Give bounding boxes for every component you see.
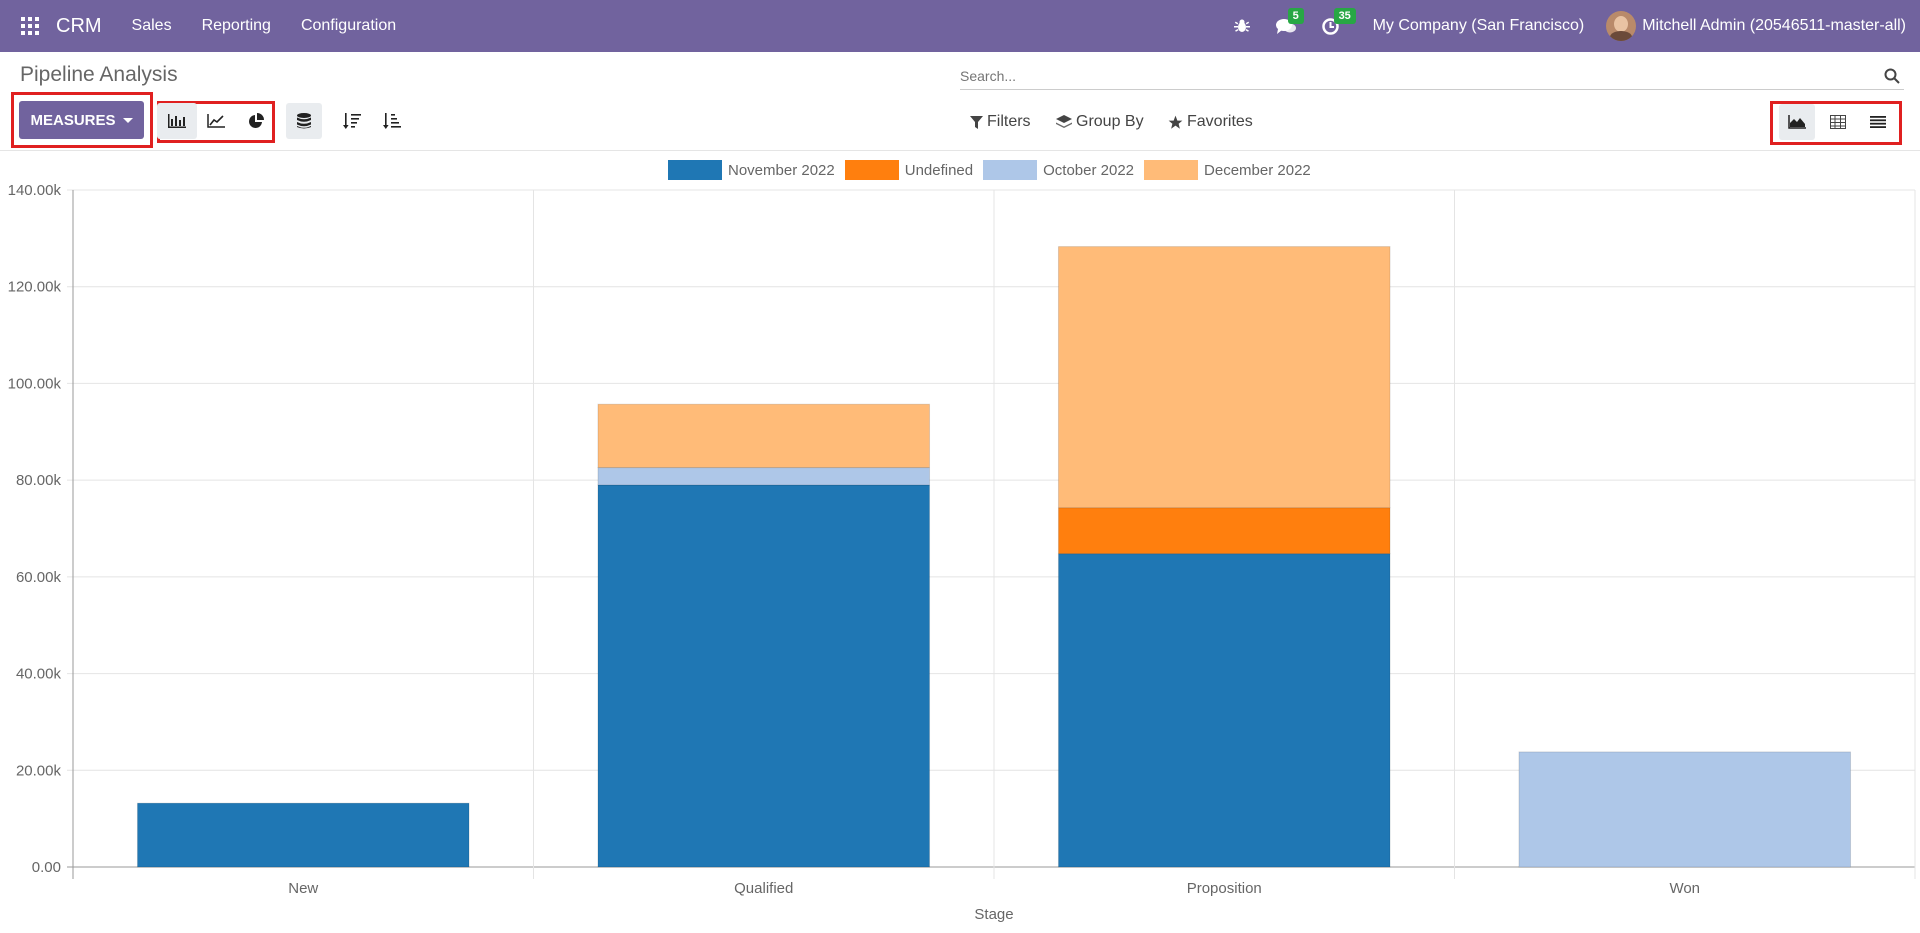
- user-name: Mitchell Admin (20546511-master-all): [1642, 17, 1906, 34]
- x-tick-label: Proposition: [1187, 880, 1262, 897]
- pie-chart-icon: [249, 113, 264, 128]
- stacked-toggle-button[interactable]: [286, 103, 322, 139]
- measures-button[interactable]: MEASURES: [19, 101, 144, 139]
- bar-segment: [597, 403, 931, 469]
- debug-bug-icon[interactable]: [1233, 18, 1250, 34]
- layers-icon: [1056, 114, 1072, 128]
- table-grid-icon: [1830, 115, 1846, 129]
- area-chart-icon: [1788, 115, 1806, 129]
- legend-label: December 2022: [1204, 161, 1311, 179]
- chart-legend: November 2022 Undefined October 2022 Decemb…: [668, 160, 1321, 180]
- line-chart-icon: [207, 114, 225, 128]
- bar-segment: [1518, 751, 1852, 868]
- y-tick-label: 0.00: [32, 859, 61, 876]
- groupby-toggle[interactable]: Group By: [1056, 110, 1144, 134]
- stacked-bar-chart: 0.00 20.00k 40.00k 60.00k 80.00k 100.00k 120.0…: [8, 182, 1916, 923]
- y-tick-label: 120.00k: [8, 279, 62, 296]
- filters-toggle[interactable]: Filters: [970, 110, 1031, 134]
- navbar-systray: 5 35 My Company (San Francisco) Mitchell…: [1233, 0, 1920, 52]
- y-tick-label: 60.00k: [16, 569, 62, 586]
- y-tick-label: 140.00k: [8, 182, 62, 199]
- messages-icon[interactable]: 5: [1275, 7, 1304, 35]
- bar-chart-button[interactable]: [157, 103, 197, 139]
- page-title: Pipeline Analysis: [20, 63, 178, 86]
- search-input[interactable]: [960, 67, 1880, 84]
- y-tick-label: 100.00k: [8, 375, 62, 392]
- view-switcher-highlight: [1770, 101, 1902, 145]
- y-tick-label: 80.00k: [16, 472, 62, 489]
- search-bar: [960, 62, 1904, 90]
- database-stack-icon: [297, 113, 311, 129]
- bar-segment: [1057, 507, 1391, 555]
- bar-segment: [1057, 246, 1391, 509]
- y-tick-label: 40.00k: [16, 666, 62, 683]
- company-switcher[interactable]: My Company (San Francisco): [1372, 17, 1585, 34]
- list-icon: [1870, 116, 1886, 128]
- pivot-view-button[interactable]: [1820, 104, 1856, 140]
- activities-badge: 35: [1333, 7, 1356, 24]
- menu-sales[interactable]: Sales: [131, 17, 172, 34]
- filter-icon: [970, 115, 983, 129]
- graph-view-button[interactable]: [1779, 104, 1815, 140]
- bar-segment: [1057, 553, 1391, 868]
- x-axis-label: Stage: [974, 906, 1013, 923]
- pie-chart-button[interactable]: [238, 103, 274, 139]
- sort-descending-button[interactable]: [334, 103, 370, 139]
- legend-item[interactable]: October 2022: [983, 160, 1134, 180]
- measures-label: MEASURES: [30, 111, 116, 129]
- x-tick-label: Won: [1669, 880, 1700, 897]
- activities-clock-icon[interactable]: 35: [1321, 7, 1356, 35]
- legend-swatch: [844, 160, 899, 180]
- control-panel-divider: [0, 150, 1920, 151]
- groupby-label: Group By: [1076, 113, 1144, 130]
- apps-menu-icon[interactable]: [0, 0, 60, 52]
- search-icon[interactable]: [1880, 64, 1904, 88]
- top-navbar: CRM Sales Reporting Configuration 5 35: [0, 0, 1920, 52]
- bar-chart-icon: [168, 114, 186, 128]
- caret-down-icon: [122, 117, 133, 123]
- star-icon: [1168, 115, 1183, 129]
- legend-label: November 2022: [728, 161, 835, 179]
- legend-swatch: [668, 160, 722, 180]
- user-menu[interactable]: Mitchell Admin (20546511-master-all): [1606, 11, 1906, 41]
- line-chart-button[interactable]: [198, 103, 234, 139]
- favorites-label: Favorites: [1187, 113, 1253, 130]
- bar-segment: [597, 467, 931, 486]
- menu-reporting[interactable]: Reporting: [201, 17, 271, 34]
- app-brand[interactable]: CRM: [56, 14, 102, 37]
- legend-swatch: [983, 160, 1038, 180]
- avatar: [1606, 11, 1637, 41]
- legend-item[interactable]: November 2022: [668, 160, 835, 180]
- bar-segment: [597, 484, 931, 868]
- favorites-toggle[interactable]: Favorites: [1168, 110, 1253, 134]
- measures-highlight: [11, 92, 153, 148]
- filters-label: Filters: [987, 113, 1031, 130]
- y-tick-label: 20.00k: [16, 762, 62, 779]
- x-tick-label: New: [288, 880, 318, 897]
- sort-descending-icon: [343, 113, 361, 129]
- legend-item[interactable]: Undefined: [844, 160, 974, 180]
- legend-label: October 2022: [1043, 161, 1135, 179]
- messages-badge: 5: [1287, 7, 1304, 24]
- legend-swatch: [1144, 160, 1199, 180]
- bar-segment: [136, 802, 470, 868]
- legend-item[interactable]: December 2022: [1144, 160, 1311, 180]
- menu-configuration[interactable]: Configuration: [300, 17, 397, 34]
- sort-ascending-icon: [383, 113, 401, 129]
- sort-ascending-button[interactable]: [374, 103, 410, 139]
- legend-label: Undefined: [904, 161, 974, 179]
- list-view-button[interactable]: [1860, 104, 1896, 140]
- x-tick-label: Qualified: [734, 880, 793, 897]
